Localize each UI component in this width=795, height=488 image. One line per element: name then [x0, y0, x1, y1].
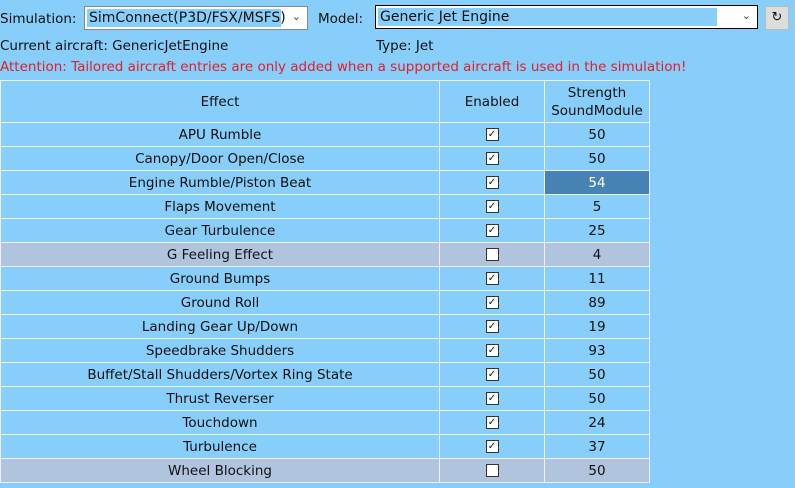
table-row[interactable]: Touchdown ✓ 24 [0, 410, 650, 435]
effect-name[interactable]: APU Rumble [0, 122, 440, 147]
effect-name[interactable]: Turbulence [0, 434, 440, 459]
strength-cell[interactable]: 93 [544, 338, 650, 363]
effect-name[interactable]: Thrust Reverser [0, 386, 440, 411]
enabled-cell[interactable]: ✓ [439, 434, 545, 459]
simulation-value: SimConnect(P3D/FSX/MSFS) [87, 9, 286, 27]
enabled-cell[interactable]: ✓ [439, 362, 545, 387]
enabled-checkbox[interactable] [485, 248, 499, 261]
refresh-button[interactable]: ↻ [765, 6, 789, 30]
table-row[interactable]: APU Rumble ✓ 50 [0, 122, 650, 147]
table-row[interactable]: Wheel Blocking 50 [0, 458, 650, 483]
enabled-cell[interactable]: ✓ [439, 146, 545, 171]
aircraft-type: Type: Jet [376, 38, 434, 54]
enabled-cell[interactable]: ✓ [439, 314, 545, 339]
current-aircraft: Current aircraft: GenericJetEngine [0, 38, 229, 54]
strength-cell[interactable]: 25 [544, 218, 650, 243]
strength-cell[interactable]: 37 [544, 434, 650, 459]
effects-table: Effect Enabled Strength SoundModule APU … [0, 80, 650, 483]
enabled-checkbox[interactable]: ✓ [485, 344, 499, 357]
table-row[interactable]: Ground Roll ✓ 89 [0, 290, 650, 315]
enabled-checkbox[interactable] [485, 464, 499, 477]
header-effect[interactable]: Effect [0, 80, 440, 123]
enabled-cell[interactable] [439, 242, 545, 267]
effect-name[interactable]: Flaps Movement [0, 194, 440, 219]
chevron-down-icon: ⌄ [741, 9, 751, 22]
enabled-cell[interactable]: ✓ [439, 218, 545, 243]
strength-cell[interactable]: 24 [544, 410, 650, 435]
effect-name[interactable]: Ground Bumps [0, 266, 440, 291]
enabled-cell[interactable]: ✓ [439, 338, 545, 363]
refresh-icon: ↻ [771, 10, 783, 25]
header-enabled[interactable]: Enabled [439, 80, 545, 123]
enabled-cell[interactable]: ✓ [439, 170, 545, 195]
chevron-down-icon: ⌄ [291, 10, 301, 23]
effect-name[interactable]: Canopy/Door Open/Close [0, 146, 440, 171]
strength-cell[interactable]: 50 [544, 362, 650, 387]
enabled-checkbox[interactable]: ✓ [485, 272, 499, 285]
effect-name[interactable]: Ground Roll [0, 290, 440, 315]
strength-cell[interactable]: 89 [544, 290, 650, 315]
model-value: Generic Jet Engine [378, 8, 717, 26]
enabled-cell[interactable]: ✓ [439, 410, 545, 435]
model-dropdown[interactable]: Generic Jet Engine ⌄ [375, 5, 758, 29]
strength-cell[interactable]: 19 [544, 314, 650, 339]
strength-cell[interactable]: 50 [544, 386, 650, 411]
enabled-cell[interactable]: ✓ [439, 386, 545, 411]
simulation-dropdown[interactable]: SimConnect(P3D/FSX/MSFS) ⌄ [84, 6, 308, 30]
table-row[interactable]: G Feeling Effect 4 [0, 242, 650, 267]
enabled-cell[interactable]: ✓ [439, 122, 545, 147]
effect-name[interactable]: Touchdown [0, 410, 440, 435]
effect-name[interactable]: G Feeling Effect [0, 242, 440, 267]
strength-cell[interactable]: 50 [544, 458, 650, 483]
table-row[interactable]: Ground Bumps ✓ 11 [0, 266, 650, 291]
table-row[interactable]: Buffet/Stall Shudders/Vortex Ring State … [0, 362, 650, 387]
attention-message: Attention: Tailored aircraft entries are… [0, 59, 687, 75]
table-row[interactable]: Gear Turbulence ✓ 25 [0, 218, 650, 243]
enabled-checkbox[interactable]: ✓ [485, 320, 499, 333]
enabled-checkbox[interactable]: ✓ [485, 128, 499, 141]
table-row[interactable]: Landing Gear Up/Down ✓ 19 [0, 314, 650, 339]
strength-cell[interactable]: 54 [544, 170, 650, 195]
table-row[interactable]: Turbulence ✓ 37 [0, 434, 650, 459]
simulation-label: Simulation: [0, 11, 77, 27]
enabled-checkbox[interactable]: ✓ [485, 440, 499, 453]
table-row[interactable]: Thrust Reverser ✓ 50 [0, 386, 650, 411]
enabled-checkbox[interactable]: ✓ [485, 368, 499, 381]
header-strength[interactable]: Strength SoundModule [544, 80, 650, 123]
strength-cell[interactable]: 5 [544, 194, 650, 219]
enabled-checkbox[interactable]: ✓ [485, 296, 499, 309]
effect-name[interactable]: Buffet/Stall Shudders/Vortex Ring State [0, 362, 440, 387]
enabled-checkbox[interactable]: ✓ [485, 224, 499, 237]
enabled-checkbox[interactable]: ✓ [485, 200, 499, 213]
effect-name[interactable]: Wheel Blocking [0, 458, 440, 483]
table-row[interactable]: Engine Rumble/Piston Beat ✓ 54 [0, 170, 650, 195]
effect-name[interactable]: Gear Turbulence [0, 218, 440, 243]
effect-name[interactable]: Landing Gear Up/Down [0, 314, 440, 339]
table-row[interactable]: Canopy/Door Open/Close ✓ 50 [0, 146, 650, 171]
enabled-cell[interactable]: ✓ [439, 266, 545, 291]
enabled-checkbox[interactable]: ✓ [485, 176, 499, 189]
effect-name[interactable]: Speedbrake Shudders [0, 338, 440, 363]
enabled-cell[interactable]: ✓ [439, 194, 545, 219]
strength-cell[interactable]: 50 [544, 122, 650, 147]
enabled-cell[interactable] [439, 458, 545, 483]
effect-name[interactable]: Engine Rumble/Piston Beat [0, 170, 440, 195]
model-label: Model: [318, 11, 364, 27]
table-row[interactable]: Flaps Movement ✓ 5 [0, 194, 650, 219]
enabled-checkbox[interactable]: ✓ [485, 416, 499, 429]
enabled-checkbox[interactable]: ✓ [485, 152, 499, 165]
strength-cell[interactable]: 50 [544, 146, 650, 171]
table-row[interactable]: Speedbrake Shudders ✓ 93 [0, 338, 650, 363]
strength-cell[interactable]: 4 [544, 242, 650, 267]
strength-cell[interactable]: 11 [544, 266, 650, 291]
enabled-cell[interactable]: ✓ [439, 290, 545, 315]
enabled-checkbox[interactable]: ✓ [485, 392, 499, 405]
